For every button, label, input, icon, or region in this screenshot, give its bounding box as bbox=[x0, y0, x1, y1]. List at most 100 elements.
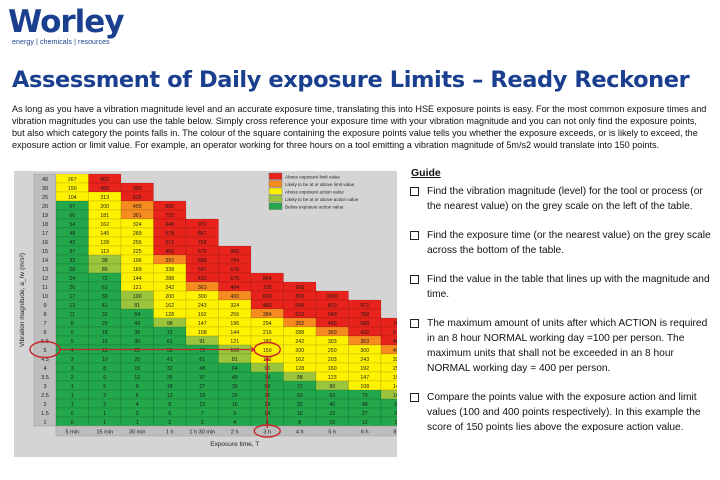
points-value: 108 bbox=[360, 384, 369, 390]
points-value: 578 bbox=[165, 231, 174, 237]
points-value: 25 bbox=[134, 348, 140, 354]
points-value: 67 bbox=[69, 204, 75, 210]
points-cell bbox=[380, 317, 397, 328]
arrow-head-icon bbox=[251, 346, 256, 353]
points-value: 256 bbox=[230, 312, 239, 318]
points-value: 0 bbox=[71, 420, 74, 426]
points-value: 50 bbox=[297, 393, 303, 399]
points-value: 200 bbox=[295, 348, 304, 354]
points-value: 4 bbox=[136, 402, 139, 408]
points-value: 98 bbox=[102, 258, 108, 264]
y-axis-label: Vibration magnitude, a_hv (m/s²) bbox=[19, 253, 26, 347]
points-value: 640 bbox=[328, 312, 337, 318]
time-tick-label: 2 h bbox=[231, 430, 239, 436]
legend-label: Likely to be at or above limit value bbox=[285, 182, 355, 187]
guide-step-4: The maximum amount of units after which … bbox=[409, 316, 715, 376]
points-value: 162 bbox=[165, 303, 174, 309]
points-value: 864 bbox=[263, 276, 272, 282]
points-value: 289 bbox=[133, 231, 142, 237]
magnitude-tick-label: 3.5 bbox=[41, 375, 49, 381]
legend-swatch bbox=[268, 172, 283, 180]
time-tick-label: 4 h bbox=[296, 430, 304, 436]
points-value: 150 bbox=[263, 348, 272, 354]
points-value: 1 bbox=[71, 402, 74, 408]
points-value: 3 bbox=[71, 366, 74, 372]
points-value: 267 bbox=[68, 177, 77, 183]
time-tick-label: 30 min bbox=[129, 430, 146, 436]
points-value: 85 bbox=[102, 267, 108, 273]
points-value: 18 bbox=[167, 384, 173, 390]
points-value: 9 bbox=[136, 384, 139, 390]
points-cell bbox=[380, 416, 397, 427]
points-value: 50 bbox=[167, 348, 173, 354]
brand-name: Worley bbox=[8, 4, 125, 40]
points-value: 8 bbox=[168, 402, 171, 408]
time-tick-label: 1 h 30 min bbox=[189, 430, 215, 436]
points-value: 242 bbox=[165, 285, 174, 291]
points-value: 3 bbox=[103, 393, 106, 399]
exposure-ready-reckoner-chart: 40 30 25 20 19 18 17 16 15 14 13 12 11 10 9 8 7 6 5.5 5 4.5 4… bbox=[14, 171, 397, 457]
points-value: 162 bbox=[295, 357, 304, 363]
points-value: 900 bbox=[230, 249, 239, 255]
time-tick-label: 3 h bbox=[263, 430, 271, 436]
points-value: 726 bbox=[263, 285, 272, 291]
points-value: 432 bbox=[360, 330, 369, 336]
points-value: 256 bbox=[133, 240, 142, 246]
points-value: 60 bbox=[69, 213, 75, 219]
points-value: 5 bbox=[71, 339, 74, 345]
legend-swatch bbox=[268, 187, 283, 195]
points-value: 150 bbox=[68, 186, 77, 192]
magnitude-tick-label: 14 bbox=[42, 258, 48, 264]
legend-label: Above exposure limit value bbox=[285, 174, 340, 179]
points-value: 294 bbox=[263, 321, 272, 327]
legend-swatch bbox=[268, 180, 283, 188]
points-value: 243 bbox=[198, 303, 207, 309]
points-value: 810 bbox=[328, 303, 337, 309]
points-value: 225 bbox=[133, 249, 142, 255]
points-value: 242 bbox=[295, 339, 304, 345]
points-value: 123 bbox=[328, 375, 337, 381]
points-cell bbox=[380, 389, 397, 400]
points-value: 147 bbox=[198, 321, 207, 327]
points-value: 625 bbox=[133, 195, 142, 201]
points-value: 450 bbox=[165, 249, 174, 255]
time-tick-label: 15 min bbox=[96, 430, 113, 436]
magnitude-tick-label: 11 bbox=[42, 285, 48, 291]
magnitude-tick-label: 19 bbox=[42, 213, 48, 219]
points-value: 192 bbox=[360, 366, 369, 372]
points-value: 2 bbox=[103, 402, 106, 408]
magnitude-tick-label: 5 bbox=[43, 348, 46, 354]
magnitude-tick-label: 9 bbox=[43, 303, 46, 309]
magnitude-tick-label: 2 bbox=[43, 402, 46, 408]
points-value: 25 bbox=[167, 375, 173, 381]
magnitude-tick-label: 17 bbox=[42, 231, 48, 237]
points-value: 784 bbox=[230, 258, 239, 264]
points-value: 968 bbox=[295, 285, 304, 291]
points-value: 576 bbox=[230, 276, 239, 282]
points-value: 203 bbox=[328, 357, 337, 363]
checkbox-icon bbox=[410, 393, 419, 402]
points-value: 2 bbox=[71, 375, 74, 381]
points-value: 91 bbox=[199, 339, 205, 345]
points-value: 121 bbox=[230, 339, 239, 345]
points-value: 28 bbox=[69, 267, 75, 273]
points-value: 121 bbox=[133, 285, 142, 291]
points-value: 48 bbox=[199, 366, 205, 372]
guide-step-text: The maximum amount of units after which … bbox=[427, 318, 708, 374]
points-value: 81 bbox=[232, 357, 238, 363]
points-value: 25 bbox=[102, 321, 108, 327]
points-value: 288 bbox=[295, 330, 304, 336]
points-value: 12 bbox=[362, 420, 368, 426]
legend-label: Above exposure action value bbox=[285, 189, 344, 194]
points-value: 144 bbox=[393, 384, 397, 390]
time-tick-label: 8 h bbox=[393, 430, 397, 436]
points-value: 61 bbox=[102, 285, 108, 291]
points-cell bbox=[380, 380, 397, 391]
points-value: 24 bbox=[69, 276, 75, 282]
points-value: 27 bbox=[199, 384, 205, 390]
magnitude-tick-label: 3 bbox=[43, 384, 46, 390]
points-value: 98 bbox=[167, 321, 173, 327]
magnitude-tick-label: 13 bbox=[42, 267, 48, 273]
points-value: 16 bbox=[232, 402, 238, 408]
points-value: 145 bbox=[100, 231, 109, 237]
